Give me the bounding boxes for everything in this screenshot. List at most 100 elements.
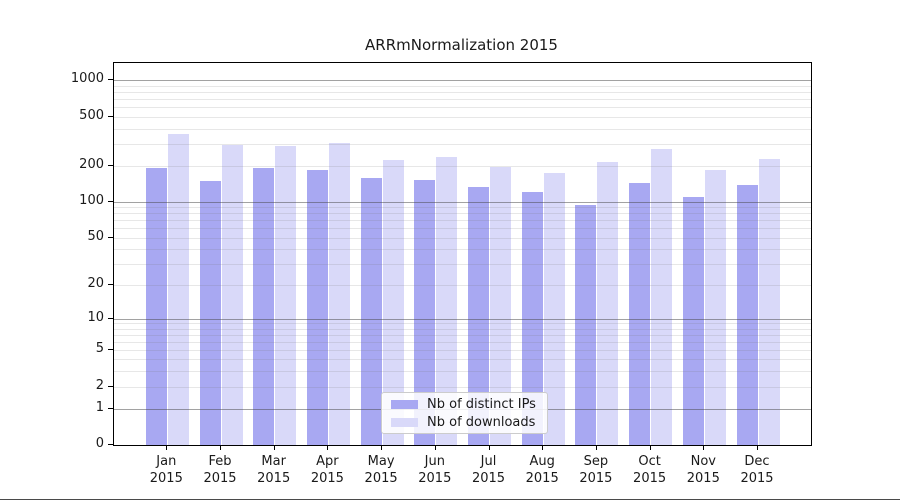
x-tick-mar — [273, 445, 275, 450]
y-tick-label-0: 0 — [95, 435, 104, 451]
legend-item-distinct-ips: Nb of distinct IPs — [391, 397, 547, 412]
gridline-600 — [114, 107, 811, 109]
gridline-60 — [114, 228, 811, 230]
x-tick-label-jan: Jan 2015 — [149, 454, 183, 486]
gridline-100 — [114, 202, 811, 203]
bar-ips-jun — [414, 180, 436, 445]
x-tick-label-jun: Jun 2015 — [418, 454, 452, 486]
x-tick-feb — [220, 445, 221, 450]
gridline-3 — [114, 370, 811, 372]
gridline-7 — [114, 334, 811, 336]
x-tick-may — [381, 445, 383, 450]
bar-downloads-mar — [275, 146, 297, 445]
x-tick-sep — [595, 445, 597, 450]
x-tick-label-mar: Mar 2015 — [257, 454, 291, 486]
bar-ips-apr — [306, 169, 328, 445]
gridline-5 — [114, 350, 811, 351]
gridline-80 — [114, 213, 811, 215]
y-tick-1 — [108, 407, 113, 409]
gridline-700 — [114, 99, 811, 101]
gridline-2 — [114, 387, 811, 388]
bar-ips-sep — [575, 205, 597, 445]
gridline-900 — [114, 85, 811, 87]
gridline-800 — [114, 92, 811, 94]
gridline-10 — [114, 318, 811, 320]
bar-downloads-aug — [543, 172, 565, 445]
bar-downloads-dec — [758, 159, 780, 445]
gridline-8 — [114, 328, 811, 330]
gridline-9 — [114, 323, 811, 325]
gridline-40 — [114, 249, 811, 251]
x-tick-label-oct: Oct 2015 — [633, 454, 667, 486]
y-tick-label-10: 10 — [87, 309, 104, 325]
x-tick-label-jul: Jul 2015 — [471, 454, 506, 486]
x-tick-jan — [166, 445, 168, 450]
gridline-20 — [114, 284, 811, 286]
y-tick-50 — [108, 236, 113, 238]
bar-downloads-oct — [651, 149, 673, 445]
y-tick-1000 — [108, 79, 113, 81]
y-tick-100 — [108, 201, 113, 202]
gridline-500 — [114, 116, 811, 118]
chart-title: ARRmNormalization 2015 — [365, 36, 558, 54]
gridline-1000 — [114, 80, 811, 82]
bar-ips-may — [360, 178, 382, 445]
bar-downloads-apr — [328, 142, 350, 445]
y-tick-label-20: 20 — [87, 275, 104, 291]
x-tick-label-dec: Dec 2015 — [740, 454, 774, 486]
y-tick-0 — [108, 443, 113, 445]
x-tick-label-may: May 2015 — [364, 454, 398, 486]
bar-downloads-jun — [436, 156, 458, 445]
y-tick-2 — [108, 386, 113, 387]
gridline-300 — [114, 144, 811, 146]
x-tick-dec — [757, 445, 758, 450]
y-tick-label-2: 2 — [95, 378, 104, 393]
legend-swatch-downloads — [391, 417, 418, 427]
x-tick-jul — [488, 445, 490, 450]
bar-downloads-sep — [597, 161, 619, 445]
y-tick-label-1000: 1000 — [70, 71, 104, 87]
y-tick-label-50: 50 — [87, 228, 104, 244]
y-tick-label-500: 500 — [79, 107, 104, 123]
bar-downloads-may — [382, 159, 404, 445]
gridline-90 — [114, 207, 811, 209]
y-tick-5 — [108, 349, 113, 350]
gridline-200 — [114, 165, 811, 167]
bar-downloads-nov — [704, 170, 726, 445]
legend-swatch-distinct-ips — [391, 399, 418, 409]
x-tick-label-apr: Apr 2015 — [310, 454, 344, 486]
bar-downloads-feb — [221, 145, 243, 445]
y-tick-10 — [108, 317, 113, 319]
y-tick-label-200: 200 — [79, 156, 104, 172]
bar-downloads-jan — [167, 134, 189, 445]
y-tick-label-5: 5 — [95, 341, 104, 356]
legend: Nb of distinct IPs Nb of downloads — [381, 392, 548, 434]
bar-ips-nov — [682, 197, 704, 445]
x-tick-label-aug: Aug 2015 — [525, 454, 559, 486]
x-tick-oct — [649, 445, 651, 450]
x-tick-nov — [703, 445, 705, 450]
x-tick-label-nov: Nov 2015 — [686, 454, 720, 486]
gridline-4 — [114, 359, 811, 360]
legend-label-distinct-ips: Nb of distinct IPs — [427, 396, 536, 412]
bar-ips-feb — [199, 181, 221, 445]
gridline-70 — [114, 220, 811, 222]
gridline-6 — [114, 341, 811, 343]
plot-area: Nb of distinct IPs Nb of downloads — [113, 62, 812, 446]
y-tick-200 — [108, 164, 113, 166]
x-tick-label-feb: Feb 2015 — [203, 454, 237, 486]
y-tick-label-1: 1 — [95, 399, 104, 415]
x-tick-label-sep: Sep 2015 — [579, 454, 613, 486]
bar-downloads-jul — [490, 166, 511, 445]
y-tick-500 — [108, 115, 113, 117]
x-tick-apr — [327, 445, 329, 450]
gridline-400 — [114, 128, 811, 130]
x-tick-jun — [434, 445, 436, 450]
y-tick-label-100: 100 — [79, 193, 104, 208]
y-tick-20 — [108, 283, 113, 285]
x-tick-aug — [542, 445, 544, 450]
legend-item-downloads: Nb of downloads — [391, 415, 547, 430]
gridline-50 — [114, 237, 811, 239]
legend-label-downloads: Nb of downloads — [427, 414, 536, 430]
